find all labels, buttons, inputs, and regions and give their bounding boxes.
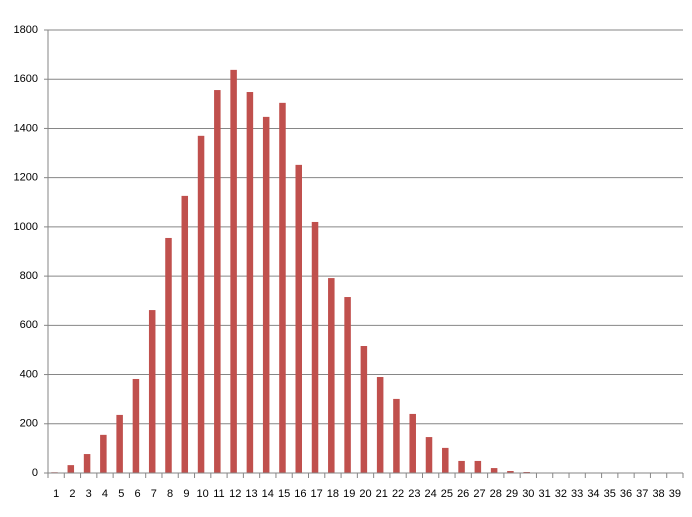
x-tick-label: 30 <box>522 488 534 500</box>
bar <box>214 90 221 473</box>
y-tick-label: 1400 <box>14 122 38 134</box>
x-tick-label: 38 <box>652 488 664 500</box>
bar <box>393 398 400 473</box>
bar <box>83 454 91 473</box>
x-tick-label: 15 <box>278 488 290 500</box>
x-tick-label: 9 <box>183 488 189 500</box>
x-tick-label: 22 <box>392 488 404 500</box>
bar <box>230 69 237 474</box>
bar <box>507 471 514 473</box>
x-tick-label: 28 <box>490 488 502 500</box>
x-tick-label: 25 <box>441 488 453 500</box>
x-tick-label: 10 <box>197 488 209 500</box>
x-tick-label: 21 <box>376 488 388 500</box>
x-tick-label: 5 <box>118 488 124 500</box>
y-tick-label: 1200 <box>14 172 38 184</box>
bar <box>197 135 205 474</box>
x-tick-label: 13 <box>245 488 257 500</box>
x-tick-label: 36 <box>620 488 632 500</box>
y-tick-label: 1000 <box>14 221 38 233</box>
y-tick-label: 600 <box>20 319 38 331</box>
bar <box>262 116 270 473</box>
y-tick-label: 1600 <box>14 73 38 85</box>
x-tick-label: 1 <box>53 488 59 500</box>
x-tick-label: 33 <box>571 488 583 500</box>
x-tick-label: 4 <box>102 488 108 500</box>
bar <box>425 437 433 473</box>
bar <box>490 468 498 473</box>
bar <box>328 278 335 473</box>
bar <box>360 346 368 473</box>
bar <box>116 414 123 473</box>
y-tick-label: 400 <box>20 368 38 380</box>
bar <box>181 195 189 473</box>
bar <box>458 460 465 473</box>
bar <box>67 465 75 473</box>
bar <box>376 377 384 473</box>
x-tick-label: 12 <box>229 488 241 500</box>
x-tick-label: 24 <box>425 488 437 500</box>
x-tick-label: 23 <box>408 488 420 500</box>
bar <box>409 413 416 473</box>
bar <box>311 221 319 473</box>
x-tick-label: 39 <box>669 488 681 500</box>
x-tick-label: 8 <box>167 488 173 500</box>
x-tick-label: 14 <box>262 488 274 500</box>
y-tick-label: 0 <box>32 467 38 479</box>
bar <box>148 310 156 473</box>
x-tick-label: 20 <box>359 488 371 500</box>
x-tick-label: 35 <box>604 488 616 500</box>
x-tick-label: 37 <box>636 488 648 500</box>
bar <box>442 447 449 473</box>
bar <box>295 164 302 473</box>
bar <box>246 92 254 474</box>
x-tick-label: 31 <box>538 488 550 500</box>
x-tick-label: 11 <box>213 488 224 500</box>
x-tick-label: 34 <box>587 488 599 500</box>
bar <box>132 378 140 473</box>
bar <box>344 297 351 473</box>
x-tick-label: 27 <box>473 488 485 500</box>
y-tick-label: 200 <box>20 418 38 430</box>
x-tick-label: 16 <box>294 488 306 500</box>
y-tick-label: 800 <box>20 270 38 282</box>
y-tick-label: 1800 <box>14 24 38 36</box>
bar <box>165 237 172 473</box>
x-tick-label: 17 <box>311 488 323 500</box>
x-tick-label: 18 <box>327 488 339 500</box>
bar <box>279 102 286 474</box>
x-tick-label: 32 <box>555 488 567 500</box>
x-tick-label: 6 <box>134 488 140 500</box>
bar <box>474 460 482 473</box>
bar <box>100 434 107 473</box>
x-tick-label: 2 <box>69 488 75 500</box>
x-tick-label: 3 <box>86 488 92 500</box>
x-tick-label: 29 <box>506 488 518 500</box>
x-tick-label: 7 <box>151 488 157 500</box>
x-tick-label: 26 <box>457 488 469 500</box>
x-tick-label: 19 <box>343 488 355 500</box>
